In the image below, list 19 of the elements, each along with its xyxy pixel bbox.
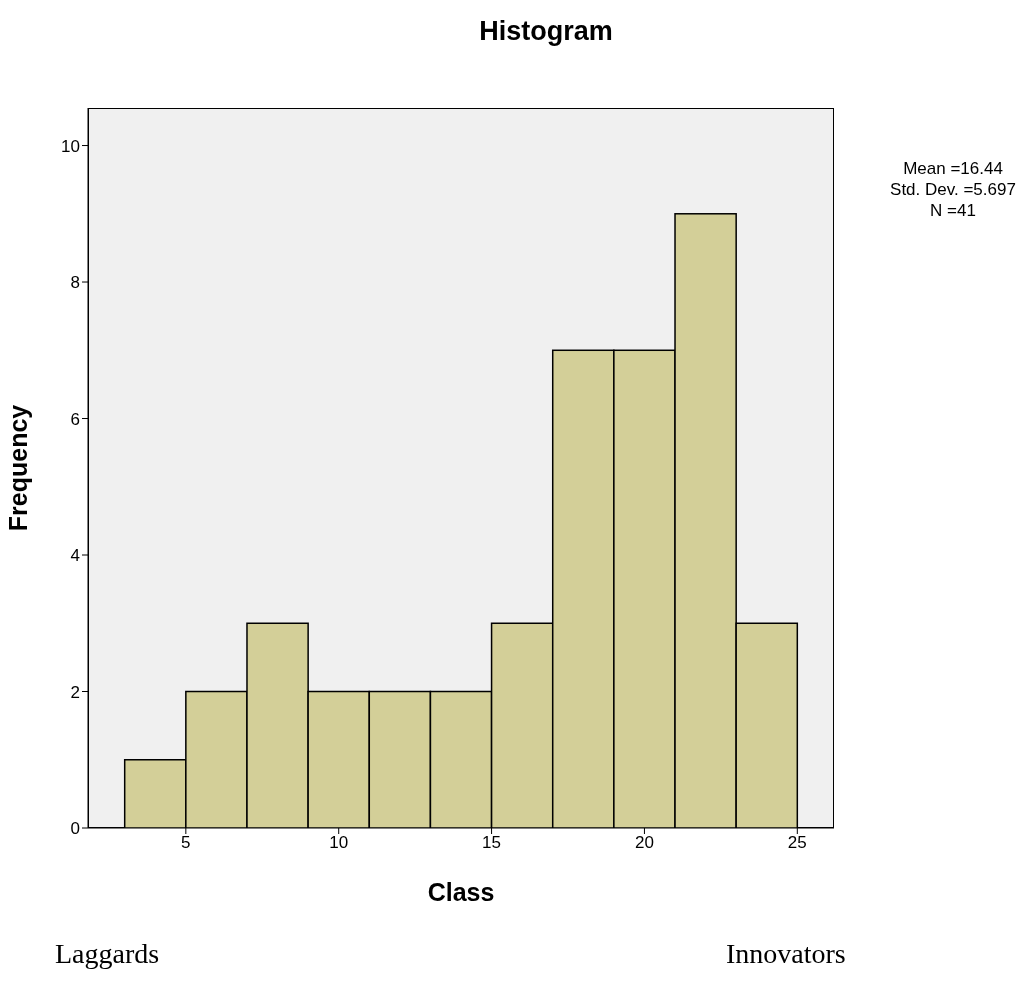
y-tick-label: 4 (70, 546, 80, 566)
y-axis-title: Frequency (3, 404, 32, 532)
chart-title: Histogram (478, 16, 614, 47)
x-tick-label: 25 (787, 833, 807, 853)
text: Laggards (55, 938, 160, 970)
y-tick-label: 8 (70, 273, 80, 293)
text: Std. Dev. =5.697 (889, 179, 1017, 200)
x-tick-label: 15 (482, 833, 502, 853)
y-tick-label: 2 (70, 682, 80, 702)
x-tick-label: 5 (181, 833, 191, 853)
x-tick-label: 10 (329, 833, 349, 853)
text: N =41 (929, 200, 977, 221)
y-tick-label: 10 (61, 136, 80, 156)
x-tick-label: 20 (634, 833, 654, 853)
y-tick-label: 6 (70, 409, 80, 429)
text: Mean =16.44 (902, 158, 1004, 179)
x-axis-title: Class (427, 877, 495, 906)
text: Innovators (726, 938, 846, 970)
y-tick-label: 0 (70, 819, 80, 839)
